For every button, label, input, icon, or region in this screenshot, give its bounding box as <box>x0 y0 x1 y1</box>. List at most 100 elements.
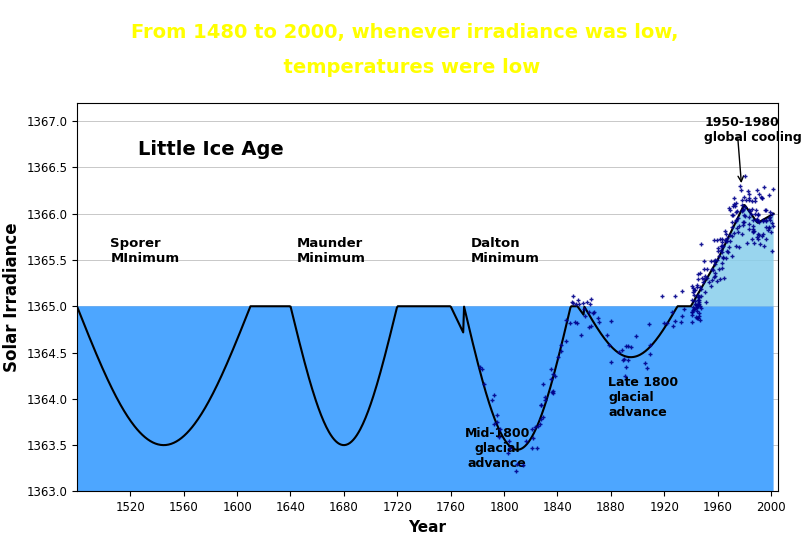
Point <box>691 296 704 305</box>
Point <box>758 206 771 215</box>
Point <box>708 257 721 266</box>
Point <box>526 424 539 433</box>
Point <box>617 354 630 363</box>
Point <box>685 318 698 326</box>
Point <box>704 282 717 291</box>
Point <box>744 210 757 218</box>
Point <box>692 269 705 278</box>
Point <box>584 300 597 308</box>
Point <box>747 227 760 235</box>
Point <box>688 296 701 305</box>
Point <box>763 224 776 233</box>
Point <box>712 265 725 274</box>
Point <box>687 291 700 300</box>
Point <box>583 308 596 316</box>
Point <box>755 194 768 202</box>
Point <box>692 275 705 284</box>
Point <box>718 236 731 245</box>
Point <box>687 284 700 292</box>
Point <box>618 372 631 380</box>
Point <box>745 197 758 205</box>
Point <box>719 253 732 262</box>
Point <box>692 302 705 310</box>
Point <box>699 298 712 306</box>
Point <box>534 420 547 428</box>
Point <box>707 265 720 274</box>
Point <box>746 205 759 214</box>
Point <box>692 300 705 308</box>
Point <box>492 433 505 441</box>
Point <box>544 364 557 373</box>
Point <box>693 298 706 306</box>
Point <box>563 319 576 327</box>
Point <box>693 293 706 301</box>
Point <box>526 444 539 453</box>
Point <box>747 239 760 248</box>
Point <box>750 215 763 224</box>
Point <box>750 186 763 194</box>
Point <box>690 312 703 321</box>
Point <box>766 222 779 231</box>
Point <box>554 340 567 349</box>
Point <box>571 319 584 328</box>
Point <box>736 230 749 238</box>
Point <box>592 318 605 326</box>
Point <box>711 244 724 252</box>
Point <box>694 315 707 324</box>
Point <box>685 310 698 319</box>
Point <box>560 337 573 346</box>
Point <box>759 217 772 226</box>
Point <box>486 395 499 404</box>
Point <box>727 201 740 210</box>
Point <box>547 387 560 396</box>
Point <box>715 259 728 268</box>
Point <box>477 380 490 389</box>
Point <box>716 241 729 250</box>
Point <box>545 374 558 383</box>
Point <box>665 308 678 316</box>
Point <box>727 229 740 238</box>
Point <box>752 230 765 239</box>
Point <box>719 237 732 246</box>
Point <box>740 196 753 205</box>
Point <box>729 215 742 224</box>
Point <box>668 317 681 326</box>
Point <box>685 308 698 316</box>
Point <box>571 296 584 305</box>
Point <box>510 467 523 475</box>
Point <box>711 255 724 264</box>
Text: Dalton
Minimum: Dalton Minimum <box>471 237 539 265</box>
Point <box>727 211 740 219</box>
Point <box>760 206 773 215</box>
Point <box>721 246 734 255</box>
Point <box>625 343 638 352</box>
Point <box>569 318 582 327</box>
Text: 1950-1980
global cooling: 1950-1980 global cooling <box>704 117 802 145</box>
Point <box>535 401 548 409</box>
Point <box>764 213 777 221</box>
Point <box>574 330 587 339</box>
Point <box>738 212 751 221</box>
Point <box>758 182 771 191</box>
Point <box>586 308 599 317</box>
Point <box>697 256 710 265</box>
Point <box>736 205 749 213</box>
Point <box>752 190 765 198</box>
Point <box>581 298 594 306</box>
Text: temperatures were low: temperatures were low <box>270 58 540 77</box>
Point <box>702 278 715 287</box>
Point <box>604 357 617 366</box>
Point <box>641 363 654 372</box>
Point <box>502 449 515 458</box>
Point <box>701 274 714 282</box>
Point <box>529 423 542 431</box>
Point <box>601 331 614 340</box>
Point <box>687 306 700 315</box>
Point <box>731 213 744 222</box>
Point <box>693 295 706 304</box>
Point <box>488 420 501 429</box>
Point <box>567 299 580 307</box>
Point <box>694 239 707 248</box>
Point <box>738 193 751 202</box>
Point <box>713 251 726 260</box>
